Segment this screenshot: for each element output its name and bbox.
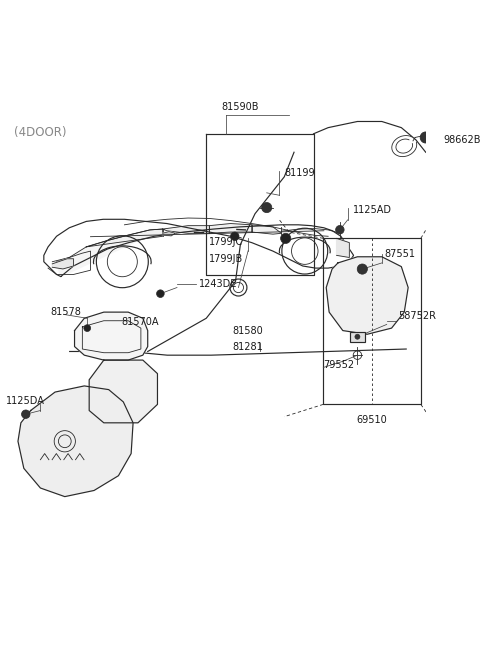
Circle shape <box>357 264 367 274</box>
Bar <box>350 331 365 342</box>
Polygon shape <box>326 257 408 334</box>
Circle shape <box>84 325 91 331</box>
Polygon shape <box>209 223 252 233</box>
Text: 87551: 87551 <box>385 250 416 259</box>
Polygon shape <box>336 238 349 257</box>
Polygon shape <box>89 360 157 423</box>
Text: 81590B: 81590B <box>222 102 259 112</box>
Circle shape <box>230 232 239 240</box>
Circle shape <box>336 225 344 234</box>
Polygon shape <box>52 259 73 269</box>
Text: 1125AD: 1125AD <box>352 205 392 215</box>
Circle shape <box>355 334 360 339</box>
Circle shape <box>281 233 291 244</box>
Circle shape <box>420 132 431 143</box>
Polygon shape <box>86 229 163 247</box>
Text: 98662B: 98662B <box>443 135 480 145</box>
Circle shape <box>22 410 30 419</box>
Text: 1243DE: 1243DE <box>199 279 238 289</box>
Polygon shape <box>57 229 163 276</box>
Text: 81570A: 81570A <box>121 317 159 327</box>
Text: 81281: 81281 <box>233 341 264 352</box>
Polygon shape <box>18 386 133 496</box>
Polygon shape <box>252 225 281 234</box>
Text: 79552: 79552 <box>324 360 354 370</box>
Circle shape <box>262 202 272 213</box>
Text: 81199: 81199 <box>284 168 315 178</box>
Text: 1799JC: 1799JC <box>209 237 243 247</box>
Text: 81578: 81578 <box>50 307 81 317</box>
Text: 81580: 81580 <box>233 326 264 335</box>
Polygon shape <box>163 226 209 233</box>
Text: 69510: 69510 <box>357 415 387 425</box>
Polygon shape <box>74 312 148 360</box>
Text: 58752R: 58752R <box>398 311 436 321</box>
Circle shape <box>156 290 164 297</box>
Polygon shape <box>163 232 175 236</box>
Text: (4DOOR): (4DOOR) <box>14 126 67 139</box>
Text: 1799JB: 1799JB <box>209 254 243 264</box>
Text: 1125DA: 1125DA <box>6 396 45 405</box>
